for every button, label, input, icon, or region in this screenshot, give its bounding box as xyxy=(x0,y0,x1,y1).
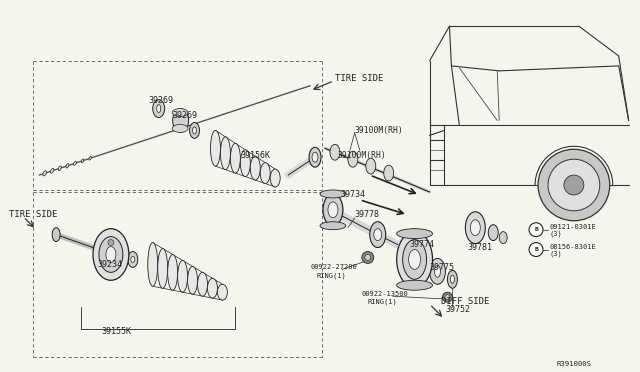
Ellipse shape xyxy=(435,265,440,277)
Ellipse shape xyxy=(328,202,338,218)
Ellipse shape xyxy=(188,266,198,294)
Text: 39752: 39752 xyxy=(445,305,470,314)
Ellipse shape xyxy=(157,105,161,113)
Ellipse shape xyxy=(397,232,433,287)
Ellipse shape xyxy=(250,156,260,180)
Ellipse shape xyxy=(538,149,610,221)
Text: B: B xyxy=(534,227,538,232)
Ellipse shape xyxy=(211,131,220,166)
Ellipse shape xyxy=(374,229,381,241)
Text: 39269: 39269 xyxy=(148,96,173,105)
Ellipse shape xyxy=(148,243,157,286)
Text: 39734: 39734 xyxy=(340,190,365,199)
Ellipse shape xyxy=(108,240,114,246)
Ellipse shape xyxy=(193,127,196,134)
Text: TIRE SIDE: TIRE SIDE xyxy=(10,210,58,219)
Ellipse shape xyxy=(153,100,164,118)
Ellipse shape xyxy=(81,159,84,163)
Ellipse shape xyxy=(465,212,485,244)
Ellipse shape xyxy=(442,292,452,302)
Ellipse shape xyxy=(173,109,189,132)
Ellipse shape xyxy=(89,157,92,160)
Text: 39775: 39775 xyxy=(429,263,454,272)
Ellipse shape xyxy=(157,248,168,288)
Ellipse shape xyxy=(51,169,54,173)
Text: DIFF SIDE: DIFF SIDE xyxy=(442,296,490,306)
Ellipse shape xyxy=(348,151,358,167)
Ellipse shape xyxy=(172,125,188,132)
Text: 00922-27200: 00922-27200 xyxy=(310,264,356,270)
Ellipse shape xyxy=(309,147,321,167)
Text: 00922-13500: 00922-13500 xyxy=(362,291,408,297)
Text: 08156-8301E: 08156-8301E xyxy=(549,244,596,250)
Ellipse shape xyxy=(230,143,241,173)
Ellipse shape xyxy=(218,284,227,300)
Ellipse shape xyxy=(241,150,250,177)
Ellipse shape xyxy=(403,240,426,279)
Ellipse shape xyxy=(58,166,61,171)
Text: 39778: 39778 xyxy=(355,210,380,219)
Ellipse shape xyxy=(451,275,454,283)
Ellipse shape xyxy=(384,165,394,181)
Ellipse shape xyxy=(499,232,507,244)
Text: TIRE SIDE: TIRE SIDE xyxy=(335,74,383,83)
Text: 09121-0301E: 09121-0301E xyxy=(549,224,596,230)
Ellipse shape xyxy=(397,229,433,238)
Text: R391000S: R391000S xyxy=(557,361,592,367)
Ellipse shape xyxy=(270,169,280,187)
Ellipse shape xyxy=(445,295,450,299)
Ellipse shape xyxy=(429,259,445,284)
Ellipse shape xyxy=(220,137,230,170)
Ellipse shape xyxy=(320,222,346,230)
Text: 39781: 39781 xyxy=(467,243,492,252)
Ellipse shape xyxy=(408,250,420,269)
Ellipse shape xyxy=(365,254,371,260)
Ellipse shape xyxy=(43,171,46,176)
Ellipse shape xyxy=(323,194,343,226)
Ellipse shape xyxy=(106,247,116,262)
Ellipse shape xyxy=(488,225,498,241)
Ellipse shape xyxy=(172,109,188,116)
Text: B: B xyxy=(534,247,538,252)
Text: 39155K: 39155K xyxy=(101,327,131,336)
Ellipse shape xyxy=(397,280,433,290)
Ellipse shape xyxy=(312,152,318,162)
Ellipse shape xyxy=(370,222,386,247)
Ellipse shape xyxy=(168,254,178,290)
Text: (3): (3) xyxy=(549,230,562,237)
Ellipse shape xyxy=(470,220,480,235)
Ellipse shape xyxy=(52,228,60,241)
Ellipse shape xyxy=(99,237,123,272)
Text: 39774: 39774 xyxy=(410,240,435,249)
Ellipse shape xyxy=(320,190,346,198)
Ellipse shape xyxy=(564,175,584,195)
Text: 39234: 39234 xyxy=(97,260,122,269)
Ellipse shape xyxy=(189,122,200,138)
Ellipse shape xyxy=(207,278,218,298)
Text: RING(1): RING(1) xyxy=(368,299,397,305)
Text: 39100M(RH): 39100M(RH) xyxy=(338,151,387,160)
Ellipse shape xyxy=(529,223,543,237)
Ellipse shape xyxy=(548,159,600,211)
Ellipse shape xyxy=(66,164,69,168)
Ellipse shape xyxy=(93,229,129,280)
Ellipse shape xyxy=(74,161,76,166)
Ellipse shape xyxy=(447,270,458,288)
Ellipse shape xyxy=(366,158,376,174)
Text: 39100M(RH): 39100M(RH) xyxy=(355,126,404,135)
Ellipse shape xyxy=(529,243,543,256)
Text: (3): (3) xyxy=(549,250,562,257)
Text: 39269: 39269 xyxy=(173,111,198,120)
Ellipse shape xyxy=(131,256,135,262)
Ellipse shape xyxy=(198,272,207,296)
Text: 39156K: 39156K xyxy=(241,151,270,160)
Ellipse shape xyxy=(260,163,270,183)
Ellipse shape xyxy=(128,251,138,267)
Text: RING(1): RING(1) xyxy=(316,272,346,279)
Ellipse shape xyxy=(362,251,374,263)
Ellipse shape xyxy=(178,260,188,292)
Ellipse shape xyxy=(330,144,340,160)
